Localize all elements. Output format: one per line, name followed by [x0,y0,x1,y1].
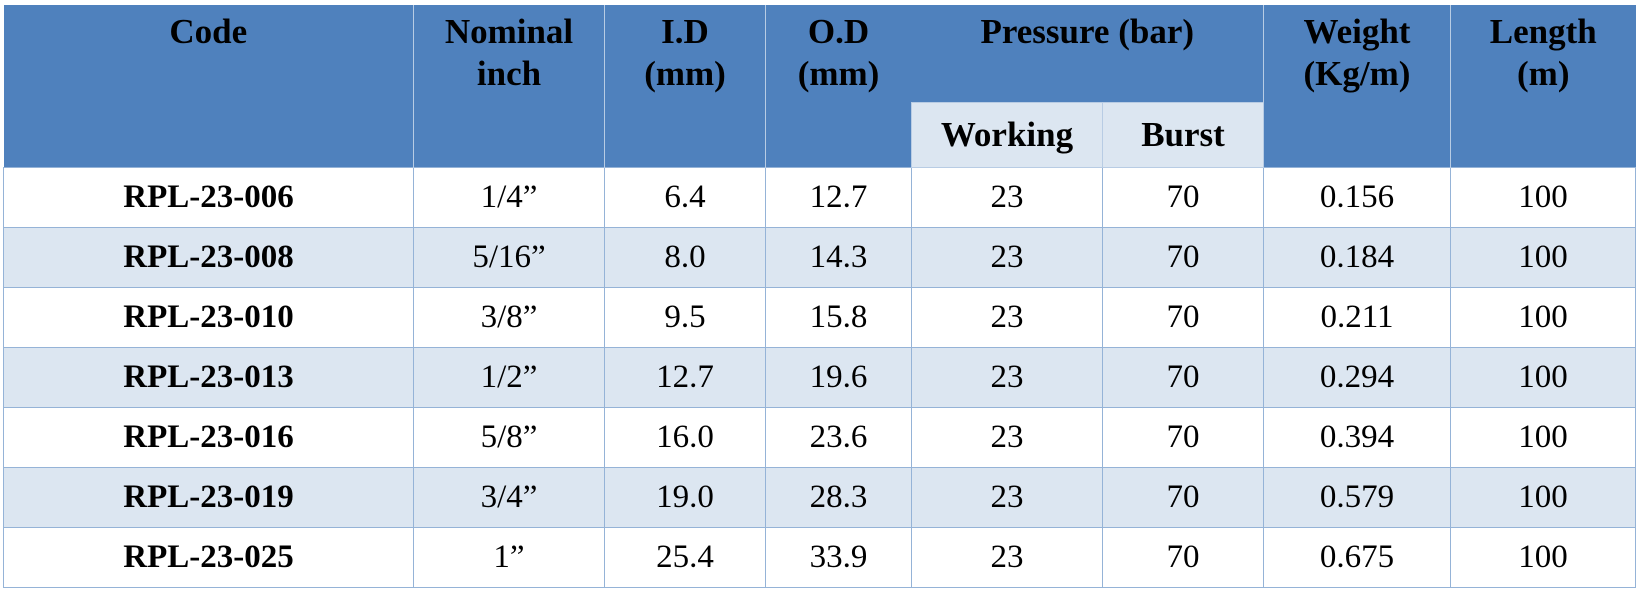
table-row: RPL-23-019 3/4” 19.0 28.3 23 70 0.579 100 [3,467,1636,528]
header-cell: O.D (mm) [765,5,912,168]
value-cell: 100 [1450,167,1636,228]
value-cell: 25.4 [604,527,766,588]
value-cell: 5/8” [413,407,605,468]
value-cell: 0.156 [1263,167,1451,228]
value-cell: 23 [911,527,1103,588]
table-row: RPL-23-025 1” 25.4 33.9 23 70 0.675 100 [3,527,1636,588]
value-cell: 15.8 [765,287,912,348]
value-cell: 0.394 [1263,407,1451,468]
header-cell: Length (m) [1450,5,1636,168]
value-cell: 14.3 [765,227,912,288]
code-cell: RPL-23-013 [3,347,414,408]
code-cell: RPL-23-019 [3,467,414,528]
value-cell: 3/8” [413,287,605,348]
value-cell: 0.579 [1263,467,1451,528]
value-cell: 1/2” [413,347,605,408]
code-cell: RPL-23-016 [3,407,414,468]
table-row: RPL-23-010 3/8” 9.5 15.8 23 70 0.211 100 [3,287,1636,348]
table-row: RPL-23-016 5/8” 16.0 23.6 23 70 0.394 100 [3,407,1636,468]
table-row: RPL-23-008 5/16” 8.0 14.3 23 70 0.184 100 [3,227,1636,288]
value-cell: 23 [911,167,1103,228]
table-row: RPL-23-006 1/4” 6.4 12.7 23 70 0.156 100 [3,167,1636,228]
value-cell: 100 [1450,527,1636,588]
value-cell: 5/16” [413,227,605,288]
value-cell: 70 [1102,467,1264,528]
value-cell: 1” [413,527,605,588]
value-cell: 33.9 [765,527,912,588]
value-cell: 0.184 [1263,227,1451,288]
code-cell: RPL-23-010 [3,287,414,348]
value-cell: 23 [911,407,1103,468]
spec-table: Code Nominal inch I.D (mm) O.D (mm) Pres… [3,5,1636,588]
value-cell: 28.3 [765,467,912,528]
value-cell: 100 [1450,407,1636,468]
value-cell: 12.7 [604,347,766,408]
value-cell: 12.7 [765,167,912,228]
value-cell: 70 [1102,227,1264,288]
code-cell: RPL-23-025 [3,527,414,588]
table-row: RPL-23-013 1/2” 12.7 19.6 23 70 0.294 100 [3,347,1636,408]
value-cell: 70 [1102,347,1264,408]
value-cell: 0.675 [1263,527,1451,588]
code-cell: RPL-23-008 [3,227,414,288]
value-cell: 100 [1450,287,1636,348]
header-cell: Weight (Kg/m) [1263,5,1451,168]
value-cell: 8.0 [604,227,766,288]
value-cell: 0.294 [1263,347,1451,408]
value-cell: 70 [1102,287,1264,348]
header-cell: I.D (mm) [604,5,766,168]
header-cell: Code [3,5,414,168]
value-cell: 16.0 [604,407,766,468]
value-cell: 100 [1450,227,1636,288]
code-cell: RPL-23-006 [3,167,414,228]
value-cell: 100 [1450,467,1636,528]
value-cell: 3/4” [413,467,605,528]
value-cell: 70 [1102,407,1264,468]
value-cell: 23 [911,227,1103,288]
value-cell: 23.6 [765,407,912,468]
header-cell: Working [911,102,1103,168]
value-cell: 70 [1102,527,1264,588]
value-cell: 6.4 [604,167,766,228]
header-cell: Burst [1102,102,1264,168]
value-cell: 23 [911,347,1103,408]
value-cell: 23 [911,467,1103,528]
header-cell: Pressure (bar) [911,5,1264,103]
value-cell: 9.5 [604,287,766,348]
value-cell: 23 [911,287,1103,348]
table-body: RPL-23-006 1/4” 6.4 12.7 23 70 0.156 100 RPL-23-… [3,167,1636,588]
value-cell: 19.6 [765,347,912,408]
value-cell: 100 [1450,347,1636,408]
value-cell: 1/4” [413,167,605,228]
value-cell: 0.211 [1263,287,1451,348]
value-cell: 19.0 [604,467,766,528]
header-cell: Nominal inch [413,5,605,168]
value-cell: 70 [1102,167,1264,228]
